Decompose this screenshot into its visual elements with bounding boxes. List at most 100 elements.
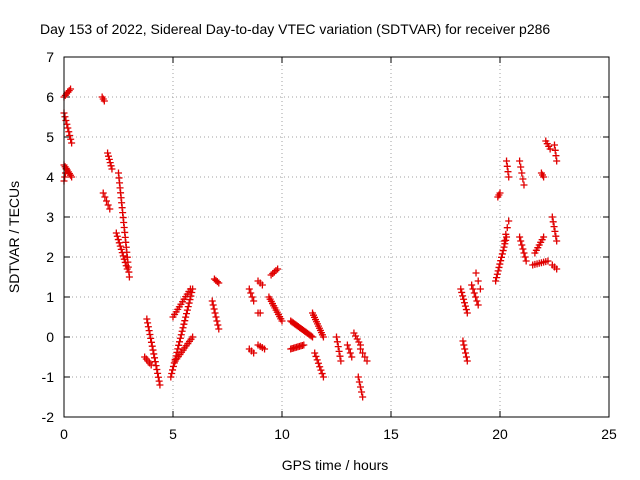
data-point bbox=[122, 262, 130, 270]
data-point bbox=[269, 270, 277, 277]
data-point bbox=[517, 237, 525, 245]
data-point bbox=[64, 124, 72, 132]
data-point bbox=[261, 345, 269, 353]
data-point bbox=[61, 169, 69, 177]
data-point bbox=[147, 361, 155, 369]
data-point bbox=[104, 201, 112, 209]
data-point bbox=[106, 205, 114, 213]
data-point bbox=[460, 341, 468, 349]
data-point bbox=[337, 357, 345, 365]
data-point bbox=[550, 223, 558, 231]
x-axis-label: GPS time / hours bbox=[282, 457, 389, 473]
data-point bbox=[125, 273, 133, 281]
data-point bbox=[500, 243, 508, 251]
data-point bbox=[363, 357, 371, 365]
data-point bbox=[143, 315, 151, 323]
data-point bbox=[213, 278, 221, 286]
data-point bbox=[210, 305, 218, 313]
y-tick-label: 2 bbox=[46, 249, 54, 265]
data-point bbox=[313, 356, 321, 364]
data-point bbox=[150, 350, 158, 358]
y-tick-label: 1 bbox=[46, 289, 54, 305]
data-point bbox=[307, 332, 315, 340]
data-point bbox=[492, 277, 500, 285]
data-point bbox=[250, 349, 258, 357]
data-point bbox=[61, 173, 69, 181]
data-point bbox=[154, 373, 162, 381]
data-point bbox=[504, 168, 512, 176]
data-point bbox=[113, 232, 121, 240]
data-point bbox=[517, 163, 525, 171]
data-point bbox=[169, 362, 177, 370]
data-point bbox=[473, 297, 481, 305]
data-point bbox=[359, 349, 367, 357]
data-point bbox=[516, 157, 524, 165]
data-point bbox=[318, 370, 326, 378]
data-point bbox=[147, 338, 155, 346]
data-point bbox=[309, 333, 317, 341]
data-point bbox=[461, 302, 469, 310]
data-point bbox=[185, 299, 193, 307]
data-point bbox=[214, 321, 222, 329]
data-point bbox=[258, 281, 266, 289]
data-point bbox=[148, 342, 156, 350]
data-point bbox=[117, 245, 125, 253]
data-point bbox=[460, 299, 468, 307]
x-tick-label: 15 bbox=[383, 426, 399, 442]
data-point bbox=[247, 289, 255, 297]
data-point bbox=[115, 239, 123, 247]
data-point bbox=[551, 146, 559, 154]
data-point bbox=[208, 297, 216, 305]
data-point bbox=[182, 313, 190, 321]
data-point bbox=[68, 139, 76, 147]
data-point bbox=[500, 237, 508, 245]
data-point bbox=[317, 366, 325, 374]
data-point bbox=[155, 377, 163, 385]
data-point bbox=[67, 85, 75, 93]
data-point bbox=[495, 263, 503, 271]
data-point bbox=[176, 334, 184, 342]
data-point bbox=[518, 241, 526, 249]
data-point bbox=[461, 345, 469, 353]
data-point bbox=[65, 87, 73, 95]
data-point bbox=[154, 369, 162, 377]
data-point bbox=[99, 189, 107, 197]
data-point bbox=[183, 310, 191, 318]
data-point bbox=[209, 301, 217, 309]
data-point bbox=[189, 333, 197, 341]
data-point bbox=[144, 323, 152, 331]
data-point bbox=[175, 341, 183, 349]
data-point bbox=[505, 217, 513, 225]
data-point bbox=[553, 237, 561, 245]
data-point bbox=[118, 249, 126, 257]
data-point bbox=[348, 353, 356, 361]
data-point bbox=[502, 230, 510, 238]
data-point bbox=[177, 331, 185, 339]
data-point bbox=[167, 373, 175, 381]
data-point bbox=[256, 309, 264, 317]
data-point bbox=[492, 274, 500, 282]
data-point bbox=[462, 353, 470, 361]
data-point bbox=[496, 189, 504, 197]
data-point bbox=[176, 338, 184, 346]
data-point bbox=[101, 193, 109, 201]
data-point bbox=[62, 117, 70, 124]
data-point bbox=[505, 173, 513, 181]
data-point bbox=[468, 281, 476, 289]
data-point bbox=[499, 247, 507, 255]
data-point bbox=[168, 369, 176, 377]
data-point bbox=[460, 295, 468, 303]
data-point bbox=[346, 349, 354, 357]
plot-frame bbox=[63, 56, 610, 418]
data-point bbox=[145, 327, 153, 335]
data-point bbox=[462, 306, 470, 314]
x-tick-label: 0 bbox=[60, 426, 68, 442]
data-point bbox=[474, 277, 482, 285]
data-point bbox=[278, 317, 286, 325]
data-point bbox=[181, 317, 189, 325]
data-point bbox=[178, 327, 186, 335]
data-point bbox=[463, 357, 471, 365]
data-point bbox=[469, 285, 477, 293]
data-point bbox=[103, 197, 111, 205]
y-axis-label: SDTVAR / TECUs bbox=[6, 181, 22, 293]
